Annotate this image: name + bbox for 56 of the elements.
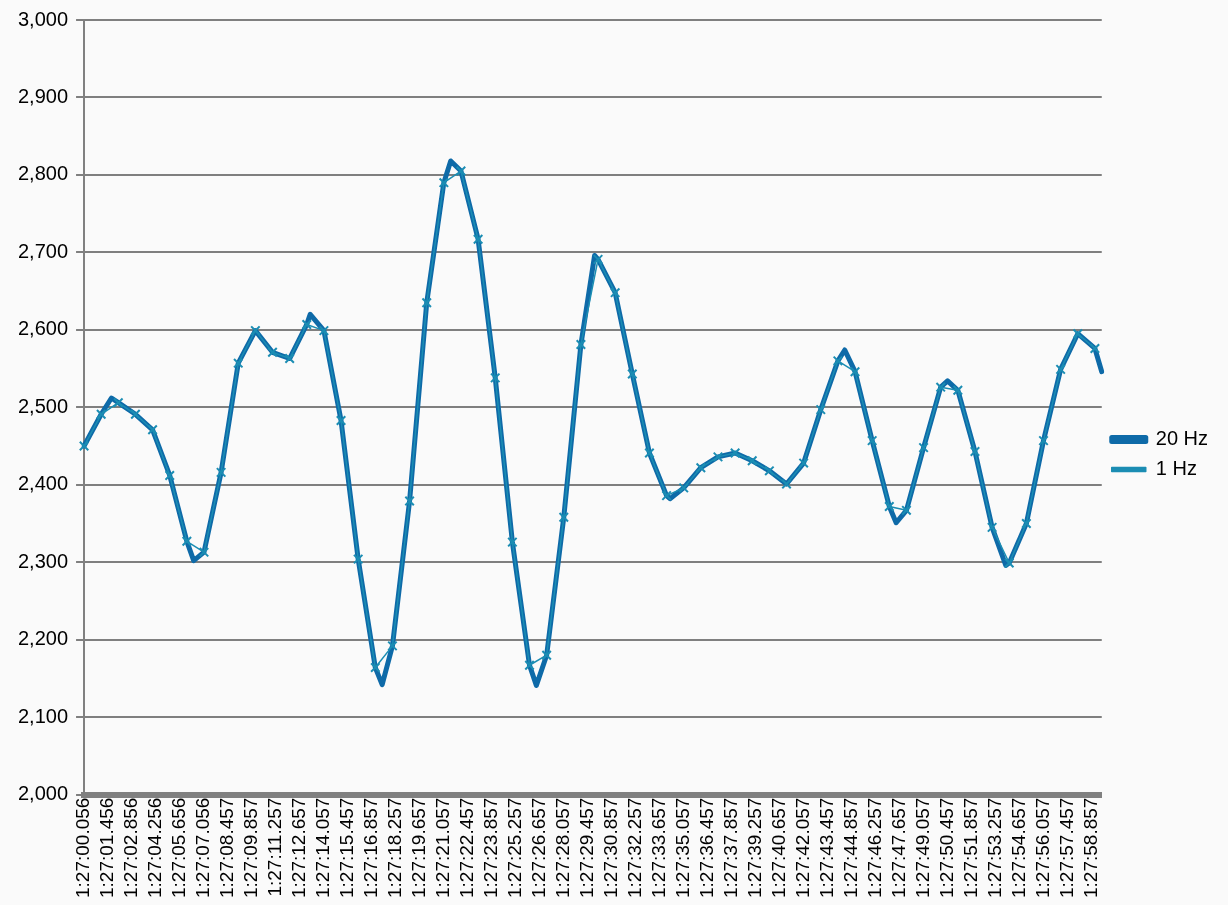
- x-tick-label: 1:27:36.457: [695, 797, 717, 898]
- legend-label: 20 Hz: [1155, 427, 1208, 450]
- x-tick-label: 1:27:15.457: [336, 797, 358, 898]
- x-tick-label: 1:27:56.057: [1031, 797, 1053, 898]
- x-tick-label: 1:27:49.057: [911, 797, 933, 898]
- x-tick-label: 1:27:11.257: [264, 797, 286, 897]
- x-tick-label: 1:27:01.456: [96, 797, 118, 898]
- y-tick-label: 2,700: [17, 239, 69, 262]
- x-tick-label: 1:27:43.457: [815, 797, 837, 898]
- y-tick-label: 3,000: [17, 7, 69, 30]
- x-tick-label: 1:27:50.457: [935, 797, 957, 898]
- x-tick-label: 1:27:46.257: [863, 797, 885, 898]
- x-tick-label: 1:27:47.657: [887, 797, 909, 898]
- x-tick-label: 1:27:40.657: [767, 797, 789, 898]
- x-tick-label: 1:27:54.657: [1007, 797, 1029, 898]
- x-tick-label: 1:27:30.857: [599, 797, 621, 898]
- x-tick-label: 1:27:28.057: [552, 797, 574, 898]
- x-tick-label: 1:27:02.856: [120, 797, 142, 898]
- x-tick-label: 1:27:51.857: [959, 797, 981, 898]
- y-tick-label: 2,500: [17, 394, 69, 417]
- y-tick-label: 2,100: [17, 704, 69, 727]
- x-tick-label: 1:27:23.857: [480, 797, 502, 898]
- x-tick-label: 1:27:32.257: [623, 797, 645, 898]
- x-tick-label: 1:27:37.857: [719, 797, 741, 898]
- x-tick-label: 1:27:25.257: [504, 797, 526, 898]
- x-tick-label: 1:27:29.457: [576, 797, 597, 898]
- y-tick-label: 2,800: [17, 162, 69, 185]
- x-tick-label: 1:27:39.257: [743, 797, 765, 898]
- x-tick-label: 1:27:08.457: [216, 797, 238, 898]
- y-tick-label: 2,300: [17, 549, 69, 572]
- x-tick-label: 1:27:21.057: [432, 797, 454, 898]
- x-tick-label: 1:27:09.857: [240, 797, 262, 898]
- x-tick-label: 1:27:35.057: [671, 797, 693, 898]
- x-tick-label: 1:27:07.056: [192, 797, 214, 898]
- x-tick-label: 1:27:57.457: [1055, 797, 1077, 898]
- x-tick-label: 1:27:00.056: [72, 797, 94, 898]
- x-tick-label: 1:27:12.657: [288, 797, 310, 898]
- x-tick-label: 1:27:58.857: [1079, 797, 1101, 898]
- x-tick-label: 1:27:04.256: [144, 797, 166, 898]
- y-tick-label: 2,900: [17, 84, 69, 107]
- x-tick-label: 1:27:19.657: [408, 797, 430, 898]
- legend-label: 1 Hz: [1155, 457, 1197, 480]
- x-tick-label: 1:27:44.857: [839, 797, 861, 898]
- x-tick-label: 1:27:22.457: [456, 797, 478, 898]
- x-tick-label: 1:27:14.057: [312, 797, 334, 898]
- y-tick-label: 2,200: [17, 627, 69, 650]
- y-tick-label: 2,600: [17, 317, 69, 340]
- x-tick-label: 1:27:42.057: [791, 797, 813, 898]
- x-tick-label: 1:27:53.257: [983, 797, 1005, 898]
- y-tick-label: 2,000: [17, 782, 69, 805]
- y-tick-label: 2,400: [17, 472, 69, 495]
- x-tick-label: 1:27:16.857: [360, 797, 382, 898]
- x-tick-label: 1:27:33.657: [647, 797, 669, 898]
- x-tick-label: 1:27:18.257: [384, 797, 406, 898]
- x-tick-label: 1:27:05.656: [168, 797, 190, 898]
- x-tick-label: 1:27:26.657: [528, 797, 550, 898]
